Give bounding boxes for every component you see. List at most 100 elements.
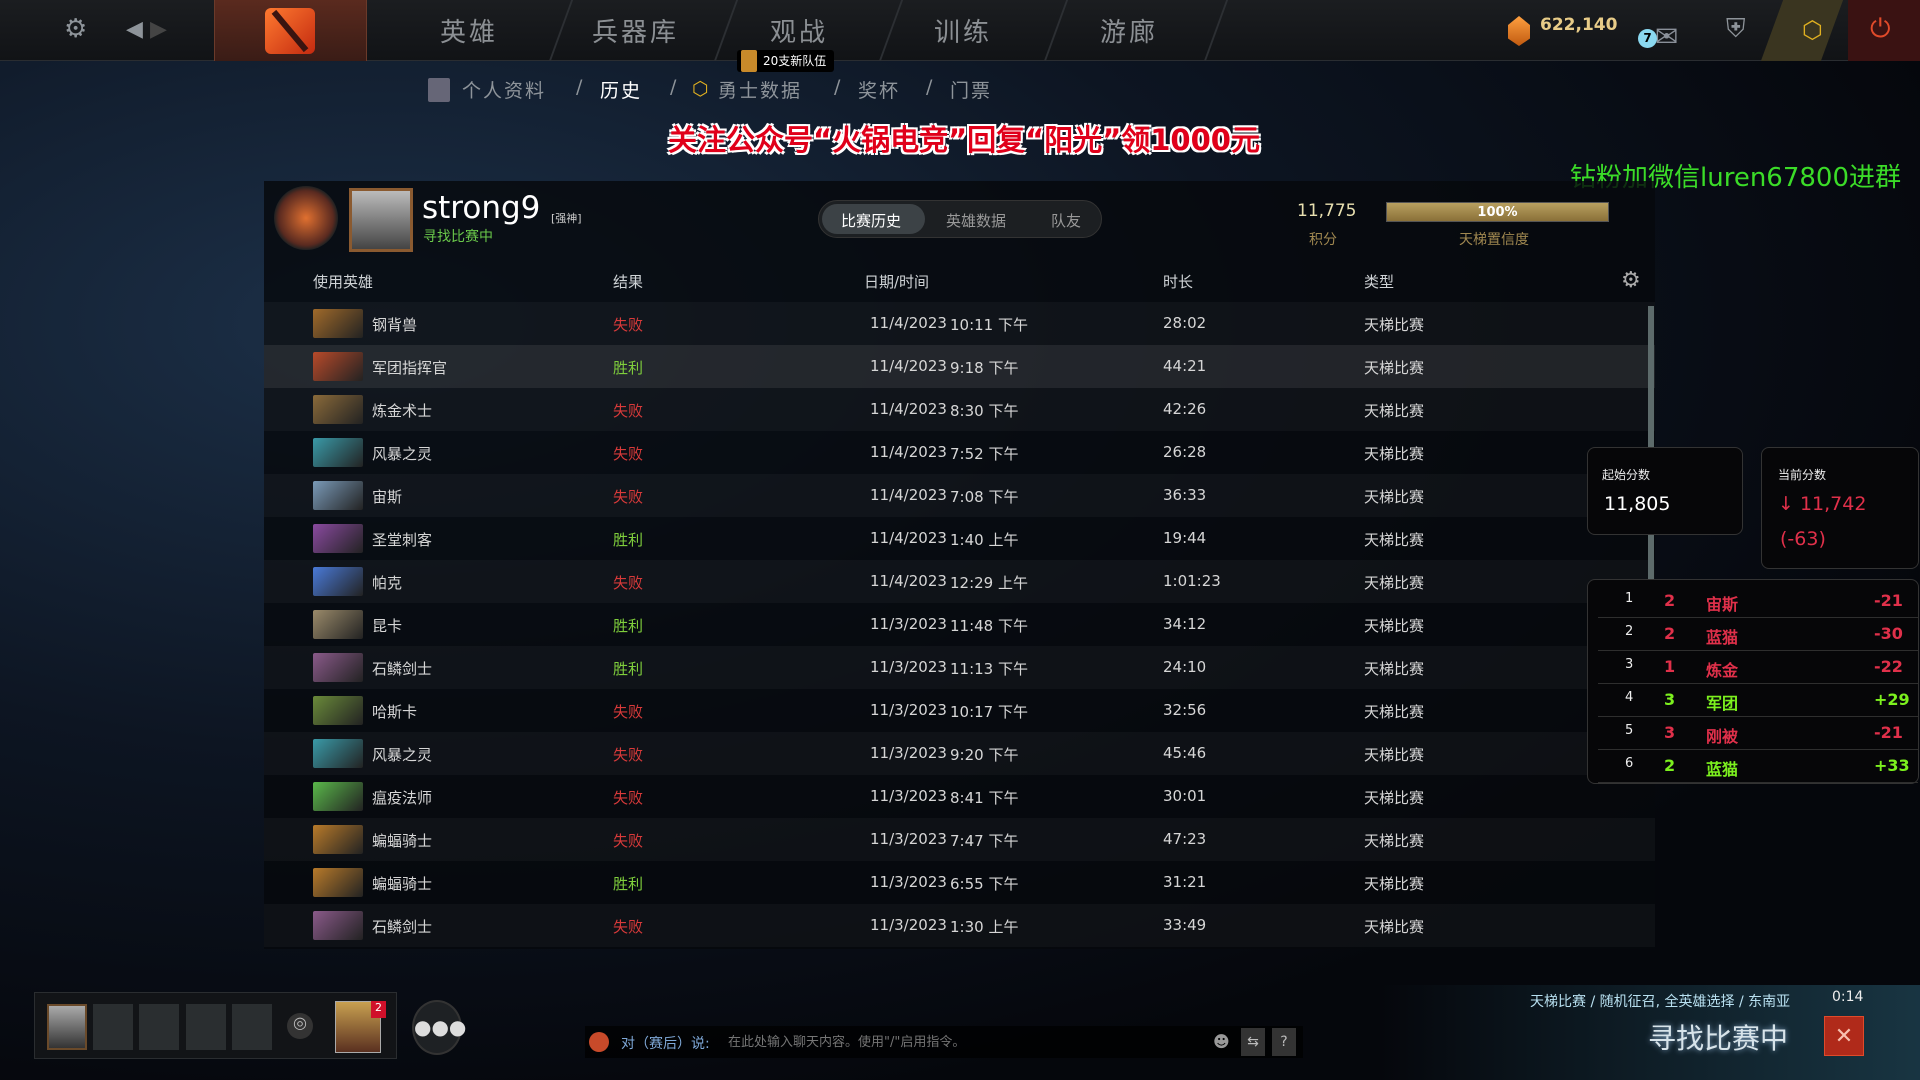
row-points: -22 bbox=[1874, 657, 1903, 676]
hero-portrait-icon bbox=[313, 438, 363, 467]
chat-input[interactable] bbox=[728, 1030, 1188, 1054]
hero-portrait-icon bbox=[313, 610, 363, 639]
table-row[interactable]: 帕克 失败 11/4/2023 12:29 上午 1:01:23 天梯比赛 bbox=[264, 560, 1655, 603]
battlepass-plus-icon[interactable]: ⬡ bbox=[1802, 16, 1823, 44]
match-duration: 36:33 bbox=[1163, 486, 1207, 504]
table-row[interactable]: 风暴之灵 失败 11/3/2023 9:20 下午 45:46 天梯比赛 bbox=[264, 732, 1655, 775]
table-row[interactable]: 哈斯卡 失败 11/3/2023 10:17 下午 32:56 天梯比赛 bbox=[264, 689, 1655, 732]
tab-match-history[interactable]: 比赛历史 bbox=[841, 212, 902, 230]
help-icon[interactable]: ? bbox=[1272, 1028, 1296, 1056]
table-row[interactable]: 圣堂刺客 胜利 11/4/2023 1:40 上午 19:44 天梯比赛 bbox=[264, 517, 1655, 560]
subnav-profile[interactable]: 个人资料 bbox=[462, 80, 547, 102]
match-result: 失败 bbox=[613, 746, 644, 764]
row-index: 4 bbox=[1625, 690, 1634, 705]
table-row[interactable]: 石鳞剑士 胜利 11/3/2023 11:13 下午 24:10 天梯比赛 bbox=[264, 646, 1655, 689]
cancel-queue-button[interactable]: ✕ bbox=[1824, 1016, 1864, 1056]
table-row[interactable]: 蝙蝠骑士 失败 11/3/2023 7:47 下午 47:23 天梯比赛 bbox=[264, 818, 1655, 861]
hero-name: 石鳞剑士 bbox=[372, 660, 433, 678]
match-time: 10:17 下午 bbox=[950, 703, 1028, 721]
header-result[interactable]: 结果 bbox=[613, 273, 644, 291]
party-slot-empty[interactable] bbox=[139, 1004, 179, 1050]
header-hero[interactable]: 使用英雄 bbox=[313, 273, 374, 291]
player-tag: [强神] bbox=[551, 212, 582, 225]
table-row[interactable]: 军团指挥官 胜利 11/4/2023 9:18 下午 44:21 天梯比赛 bbox=[264, 345, 1655, 388]
table-row[interactable]: 瘟疫法师 失败 11/3/2023 8:41 下午 30:01 天梯比赛 bbox=[264, 775, 1655, 818]
nav-arcade[interactable]: 游廊 bbox=[1100, 18, 1159, 48]
queue-status: 寻找比赛中 bbox=[1648, 1022, 1789, 1055]
header-duration[interactable]: 时长 bbox=[1163, 273, 1194, 291]
hero-portrait-icon bbox=[313, 567, 363, 596]
power-button[interactable]: ⏻ bbox=[1848, 0, 1920, 61]
party-slot-empty[interactable] bbox=[232, 1004, 272, 1050]
chat-channel-icon[interactable] bbox=[589, 1032, 609, 1052]
dota-logo-button[interactable] bbox=[214, 0, 367, 61]
subnav-warrior-stats[interactable]: 勇士数据 bbox=[718, 80, 803, 102]
match-duration: 34:12 bbox=[1163, 615, 1207, 633]
table-settings-gear-icon[interactable]: ⚙ bbox=[1621, 268, 1641, 293]
subnav-history[interactable]: 历史 bbox=[600, 80, 643, 102]
separator: / bbox=[834, 76, 843, 98]
translate-icon[interactable]: ⇆ bbox=[1241, 1028, 1265, 1056]
table-row[interactable]: 钢背兽 失败 11/4/2023 10:11 下午 28:02 天梯比赛 bbox=[264, 302, 1655, 345]
avatar[interactable] bbox=[349, 188, 413, 252]
chat-wheel-icon[interactable]: ●●● bbox=[412, 1000, 466, 1055]
table-row[interactable]: 昆卡 胜利 11/3/2023 11:48 下午 34:12 天梯比赛 bbox=[264, 603, 1655, 646]
emoji-icon[interactable]: ☻ bbox=[1213, 1032, 1230, 1051]
table-row[interactable]: 石鳞剑士 失败 11/3/2023 1:30 上午 33:49 天梯比赛 bbox=[264, 904, 1655, 947]
back-arrow-icon[interactable]: ◀ bbox=[126, 17, 143, 42]
match-date: 11/3/2023 bbox=[870, 701, 947, 719]
subnav-trophies[interactable]: 奖杯 bbox=[858, 80, 901, 102]
row-index: 1 bbox=[1625, 591, 1634, 606]
scrollbar[interactable] bbox=[1648, 306, 1654, 769]
match-duration: 42:26 bbox=[1163, 400, 1207, 418]
tab-hero-stats[interactable]: 英雄数据 bbox=[946, 212, 1007, 230]
match-date: 11/3/2023 bbox=[870, 830, 947, 848]
table-row[interactable]: 蝙蝠骑士 胜利 11/3/2023 6:55 下午 31:21 天梯比赛 bbox=[264, 861, 1655, 904]
armory-shield-icon[interactable]: ⛨ bbox=[1726, 14, 1746, 44]
settings-gear-icon[interactable]: ⚙ bbox=[64, 14, 88, 44]
party-slot-empty[interactable] bbox=[93, 1004, 133, 1050]
match-history-panel bbox=[264, 181, 1655, 949]
queue-timer: 0:14 bbox=[1832, 989, 1864, 1005]
nav-heroes[interactable]: 英雄 bbox=[440, 18, 499, 48]
row-index: 6 bbox=[1625, 756, 1634, 771]
hero-name: 钢背兽 bbox=[372, 316, 418, 334]
promo-banner: 关注公众号“火锅电竞”回复“阳光”领1000元 bbox=[668, 123, 1260, 157]
subnav-tickets[interactable]: 门票 bbox=[950, 80, 993, 102]
match-result: 失败 bbox=[613, 574, 644, 592]
nav-learn[interactable]: 训练 bbox=[934, 18, 993, 48]
score-label: 积分 bbox=[1309, 232, 1337, 248]
match-time: 8:41 下午 bbox=[950, 789, 1019, 807]
tab-teammates[interactable]: 队友 bbox=[1051, 212, 1082, 230]
nav-armory[interactable]: 兵器库 bbox=[592, 18, 680, 48]
mail-icon[interactable]: ✉ bbox=[1655, 20, 1679, 53]
hero-name: 昆卡 bbox=[372, 617, 403, 635]
current-score-value: ↓ 11,742 bbox=[1778, 493, 1867, 515]
match-date: 11/4/2023 bbox=[870, 486, 947, 504]
forward-arrow-icon[interactable]: ▶ bbox=[150, 17, 167, 42]
chat-channel-label[interactable]: 对（赛后）说: bbox=[621, 1036, 710, 1052]
voice-headset-icon[interactable]: ◎ bbox=[287, 1013, 313, 1039]
table-row[interactable]: 炼金术士 失败 11/4/2023 8:30 下午 42:26 天梯比赛 bbox=[264, 388, 1655, 431]
nav-watch[interactable]: 观战 bbox=[770, 18, 829, 48]
match-result: 失败 bbox=[613, 703, 644, 721]
player-name: strong9 bbox=[422, 190, 541, 226]
party-slot-avatar[interactable] bbox=[47, 1004, 87, 1050]
table-row[interactable]: 宙斯 失败 11/4/2023 7:08 下午 36:33 天梯比赛 bbox=[264, 474, 1655, 517]
header-type[interactable]: 类型 bbox=[1364, 273, 1395, 291]
header-datetime[interactable]: 日期/时间 bbox=[864, 273, 930, 291]
player-status: 寻找比赛中 bbox=[423, 229, 493, 245]
current-score-box: 当前分数 ↓ 11,742 (-63) bbox=[1761, 447, 1919, 569]
match-duration: 19:44 bbox=[1163, 529, 1207, 547]
power-icon: ⏻ bbox=[1870, 14, 1891, 44]
match-date: 11/3/2023 bbox=[870, 658, 947, 676]
new-teams-badge[interactable]: 20支新队伍 bbox=[737, 50, 835, 72]
table-row[interactable]: 风暴之灵 失败 11/4/2023 7:52 下午 26:28 天梯比赛 bbox=[264, 431, 1655, 474]
score-change-row: 2 2 蓝猫 -30 bbox=[1598, 618, 1918, 651]
party-slot-empty[interactable] bbox=[186, 1004, 226, 1050]
match-result: 胜利 bbox=[613, 617, 644, 635]
row-count: 3 bbox=[1664, 690, 1676, 709]
match-type: 天梯比赛 bbox=[1364, 789, 1425, 807]
hero-name: 风暴之灵 bbox=[372, 445, 433, 463]
match-result: 胜利 bbox=[613, 531, 644, 549]
